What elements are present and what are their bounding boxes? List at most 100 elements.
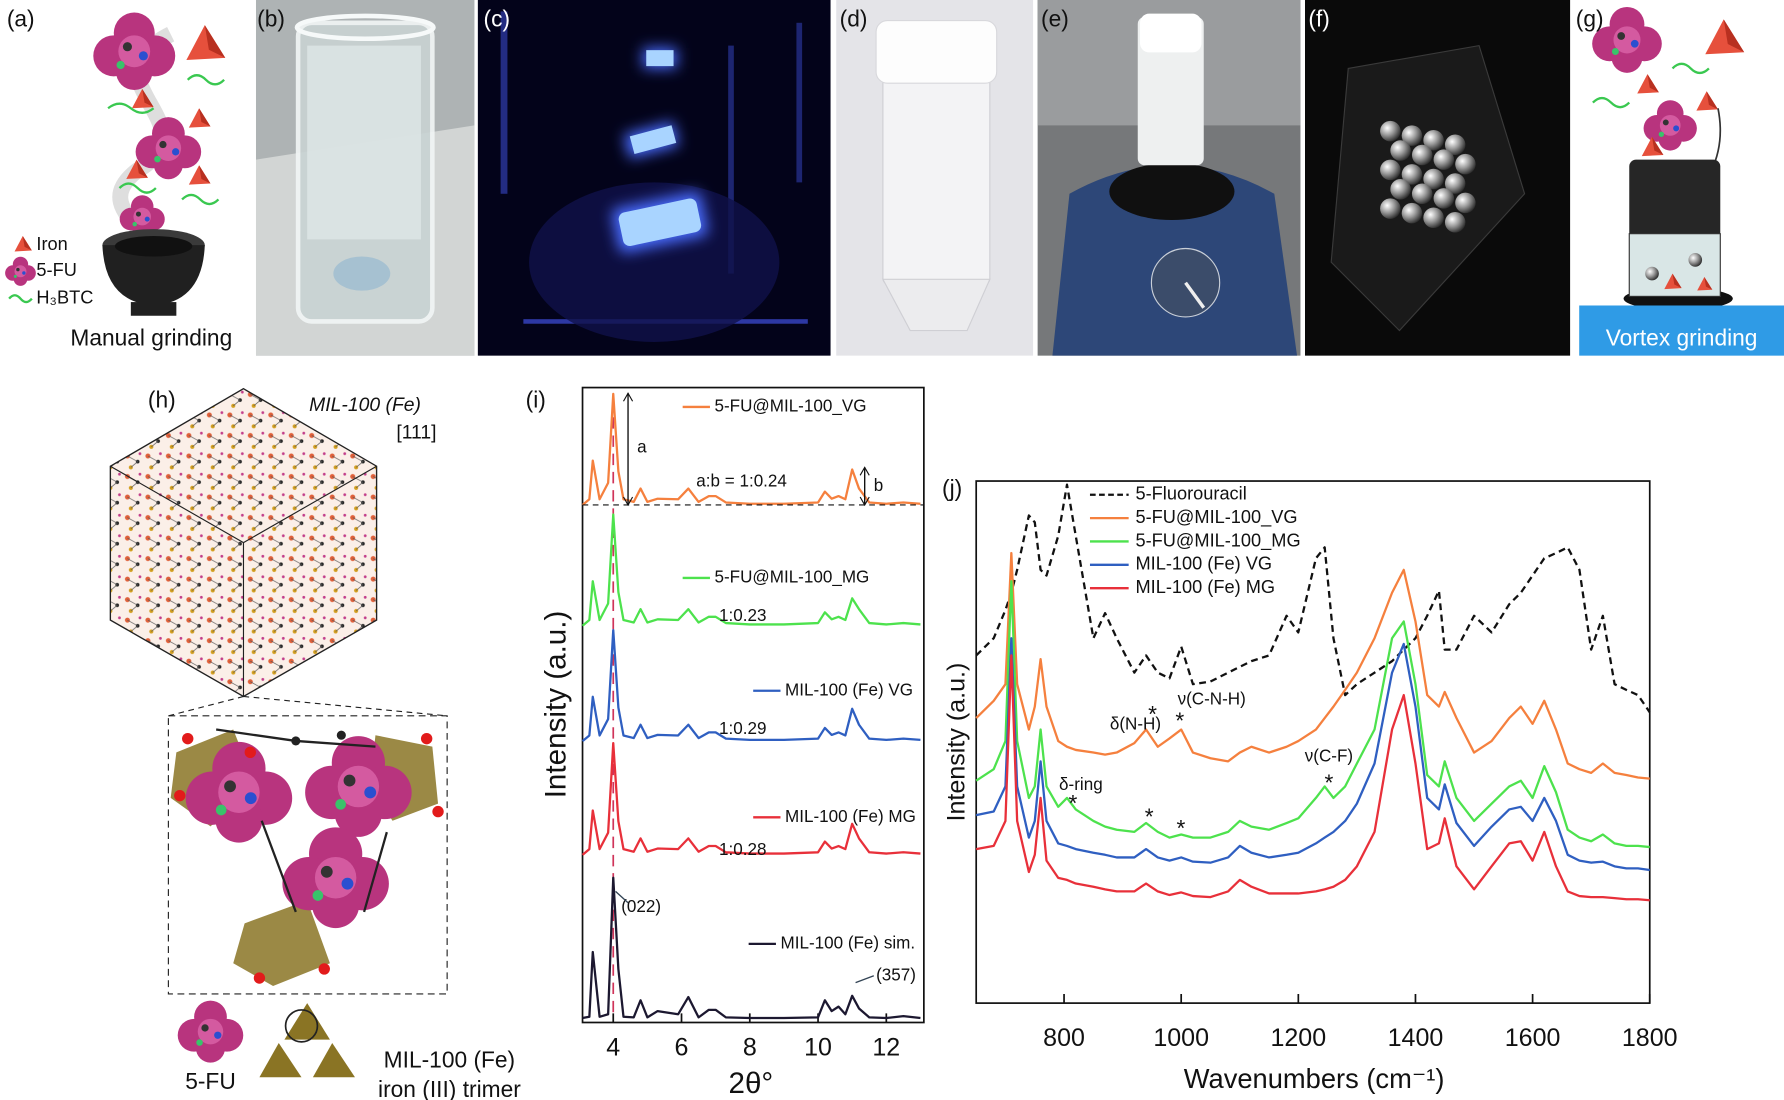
panel-label: (e)	[1041, 6, 1069, 32]
panel-g-part	[1688, 253, 1703, 267]
panel-label: (g)	[1576, 6, 1604, 32]
annotation: *	[1068, 790, 1077, 816]
panel-h-part	[233, 900, 330, 987]
panel-label: (i)	[526, 386, 546, 412]
annotation: a	[637, 437, 647, 456]
panel-g-part	[1629, 159, 1721, 240]
panel-g-part	[1696, 91, 1719, 111]
series-line	[582, 876, 921, 1020]
annotation: *	[1175, 708, 1184, 734]
panel-h-part	[110, 465, 244, 544]
annotation: (357)	[876, 965, 916, 984]
photo-b-part	[333, 256, 391, 291]
panel-a-part	[130, 302, 177, 316]
x-axis-label: Wavenumbers (cm⁻¹)	[1184, 1063, 1445, 1094]
legend-label: 5-Fluorouracil	[1135, 484, 1246, 504]
panel-label: (f)	[1308, 6, 1329, 32]
direction: [111]	[396, 421, 436, 443]
steel-ball	[1401, 202, 1423, 224]
legend-label: 5-FU@MIL-100_MG	[1135, 530, 1300, 551]
panel-h-part	[168, 695, 244, 717]
series-label: 5-FU@MIL-100_VG	[715, 396, 867, 415]
panel-h-part	[167, 715, 448, 995]
annotation: *	[1177, 815, 1186, 841]
x-tick-label: 1000	[1153, 1024, 1209, 1052]
steel-ball	[1390, 178, 1411, 200]
series-line	[581, 392, 921, 506]
photo-c-part	[796, 22, 803, 183]
panel-h-part	[284, 1009, 319, 1043]
x-tick-label: 12	[872, 1033, 900, 1061]
arrow-head	[859, 496, 870, 507]
panel-label: (j)	[942, 475, 962, 501]
annotation: (022)	[621, 897, 661, 916]
legend-label: MIL-100 (Fe) VG	[1135, 554, 1272, 574]
panel-h-part	[174, 789, 186, 802]
steel-ball	[1444, 173, 1466, 194]
legend-label: 5-FU	[185, 1068, 236, 1094]
panel-a-part	[8, 294, 33, 304]
legend-label: iron (III) trimer	[378, 1076, 521, 1100]
annotation: ν(C-F)	[1305, 746, 1353, 765]
legend-label: MIL-100 (Fe) MG	[1135, 577, 1275, 597]
panel-a-part	[188, 108, 211, 128]
photo-d-part	[882, 67, 991, 286]
legend-label: 5-FU@MIL-100_VG	[1135, 507, 1297, 528]
panel-a-part	[181, 193, 220, 206]
photo-c-part	[529, 182, 780, 342]
panel-g-part	[1705, 19, 1745, 55]
panel-label: (b)	[257, 6, 285, 32]
photo-e-part	[1140, 13, 1202, 53]
series-label: MIL-100 (Fe) MG	[785, 807, 916, 826]
panel-h-part	[243, 695, 448, 717]
series-line	[975, 551, 1650, 780]
x-tick-label: 10	[804, 1033, 832, 1061]
series-line	[581, 741, 921, 856]
photo-b	[255, 0, 475, 356]
photo-c-part	[500, 11, 508, 194]
panel-h-part	[182, 732, 194, 745]
caption: Vortex grinding	[1606, 325, 1758, 351]
annotation: δ(N-H)	[1110, 714, 1161, 733]
steel-ball	[1423, 207, 1444, 228]
arrow-head	[859, 466, 870, 476]
panel-h-part	[432, 805, 444, 818]
panel-h-part	[291, 736, 301, 746]
panel-a-part	[14, 235, 32, 252]
photo-d-part	[881, 278, 991, 332]
photo-c	[477, 0, 831, 356]
steel-ball	[1455, 192, 1476, 214]
panel-h-part	[259, 1043, 302, 1078]
series-line	[975, 654, 1650, 902]
steel-ball	[1423, 129, 1444, 151]
x-tick-label: 4	[606, 1033, 620, 1061]
panel-h-part	[244, 746, 256, 759]
panel-a-part	[93, 12, 176, 91]
photo-e-part	[1137, 17, 1204, 166]
steel-ball	[1423, 168, 1444, 190]
steel-ball	[1401, 164, 1423, 185]
arrow-head	[622, 392, 634, 402]
photo-b-part	[294, 13, 436, 42]
panel-g-part	[1671, 62, 1710, 75]
panel-h-part	[420, 732, 433, 745]
panel-label: (c)	[484, 6, 511, 32]
annotation: b	[874, 476, 883, 495]
panel-h-part	[284, 1003, 330, 1040]
steel-ball	[1380, 198, 1401, 219]
steel-ball	[1433, 149, 1455, 170]
photo-e-part	[1109, 163, 1235, 220]
panel-a-part	[114, 235, 193, 257]
annotation: ν(C-N-H)	[1178, 689, 1246, 708]
photo-b-part	[307, 45, 421, 240]
panel-label: (a)	[7, 6, 35, 32]
x-tick-label: 1200	[1270, 1024, 1326, 1052]
panel-a-part	[188, 165, 211, 185]
panel-a-part	[5, 256, 36, 286]
photo-f	[1305, 0, 1571, 356]
steel-ball	[1380, 120, 1401, 142]
plot-frame	[581, 386, 925, 1024]
panel-g-part	[1579, 305, 1784, 356]
panel-label: (h)	[148, 386, 176, 412]
